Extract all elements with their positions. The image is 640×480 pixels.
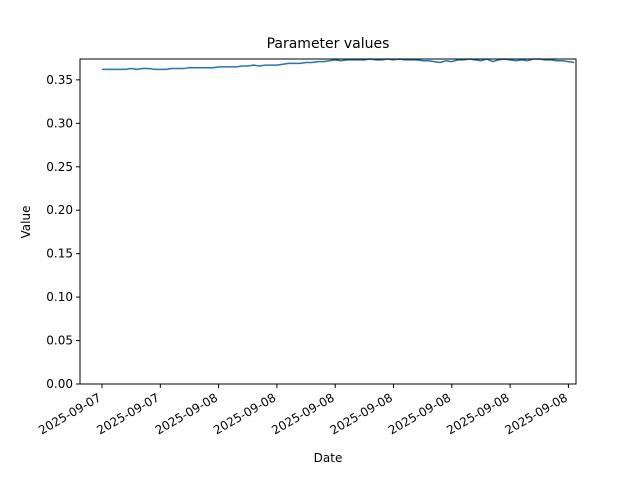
- y-tick-label: 0.05: [46, 334, 73, 348]
- y-tick-label: 0.10: [46, 290, 73, 304]
- y-tick-label: 0.25: [46, 160, 73, 174]
- x-tick-label: 2025-09-08: [386, 390, 453, 437]
- y-tick-label: 0.15: [46, 247, 73, 261]
- x-axis-label: Date: [314, 451, 343, 465]
- x-tick-label: 2025-09-08: [153, 390, 220, 437]
- chart-title: Parameter values: [267, 36, 390, 52]
- y-axis-label: Value: [19, 206, 33, 239]
- plot-frame: [79, 58, 577, 385]
- x-tick-label: 2025-09-08: [211, 390, 278, 437]
- x-tick-label: 2025-09-07: [36, 390, 103, 437]
- y-tick-label: 0.35: [46, 73, 73, 87]
- y-tick-label: 0.20: [46, 203, 73, 217]
- x-tick-label: 2025-09-08: [502, 390, 569, 437]
- y-tick-label: 0.00: [46, 377, 73, 391]
- x-tick-label: 2025-09-08: [328, 390, 395, 437]
- data-line: [102, 58, 575, 71]
- x-tick-label: 2025-09-07: [94, 390, 161, 437]
- x-tick-label: 2025-09-08: [269, 390, 336, 437]
- x-tick-label: 2025-09-08: [444, 390, 511, 437]
- y-tick-label: 0.30: [46, 116, 73, 130]
